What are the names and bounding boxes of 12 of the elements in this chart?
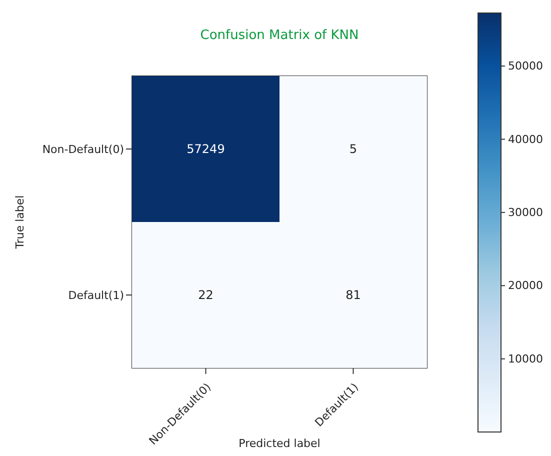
y-axis-title: True label xyxy=(14,195,26,249)
x-axis-title: Predicted label xyxy=(238,437,320,450)
data-label: 57249 xyxy=(186,142,225,156)
color-bar-label: 30000 xyxy=(508,206,543,219)
data-label: 81 xyxy=(346,288,361,302)
data-label: 22 xyxy=(198,288,214,302)
chart-title: Confusion Matrix of KNN xyxy=(199,28,360,43)
color-bar-label: 10000 xyxy=(508,352,543,366)
color-bar-label: 20000 xyxy=(508,279,543,292)
data-label: 5 xyxy=(349,142,358,156)
color-bar-label: 40000 xyxy=(508,132,543,146)
color-bar-label: 50000 xyxy=(508,60,543,73)
